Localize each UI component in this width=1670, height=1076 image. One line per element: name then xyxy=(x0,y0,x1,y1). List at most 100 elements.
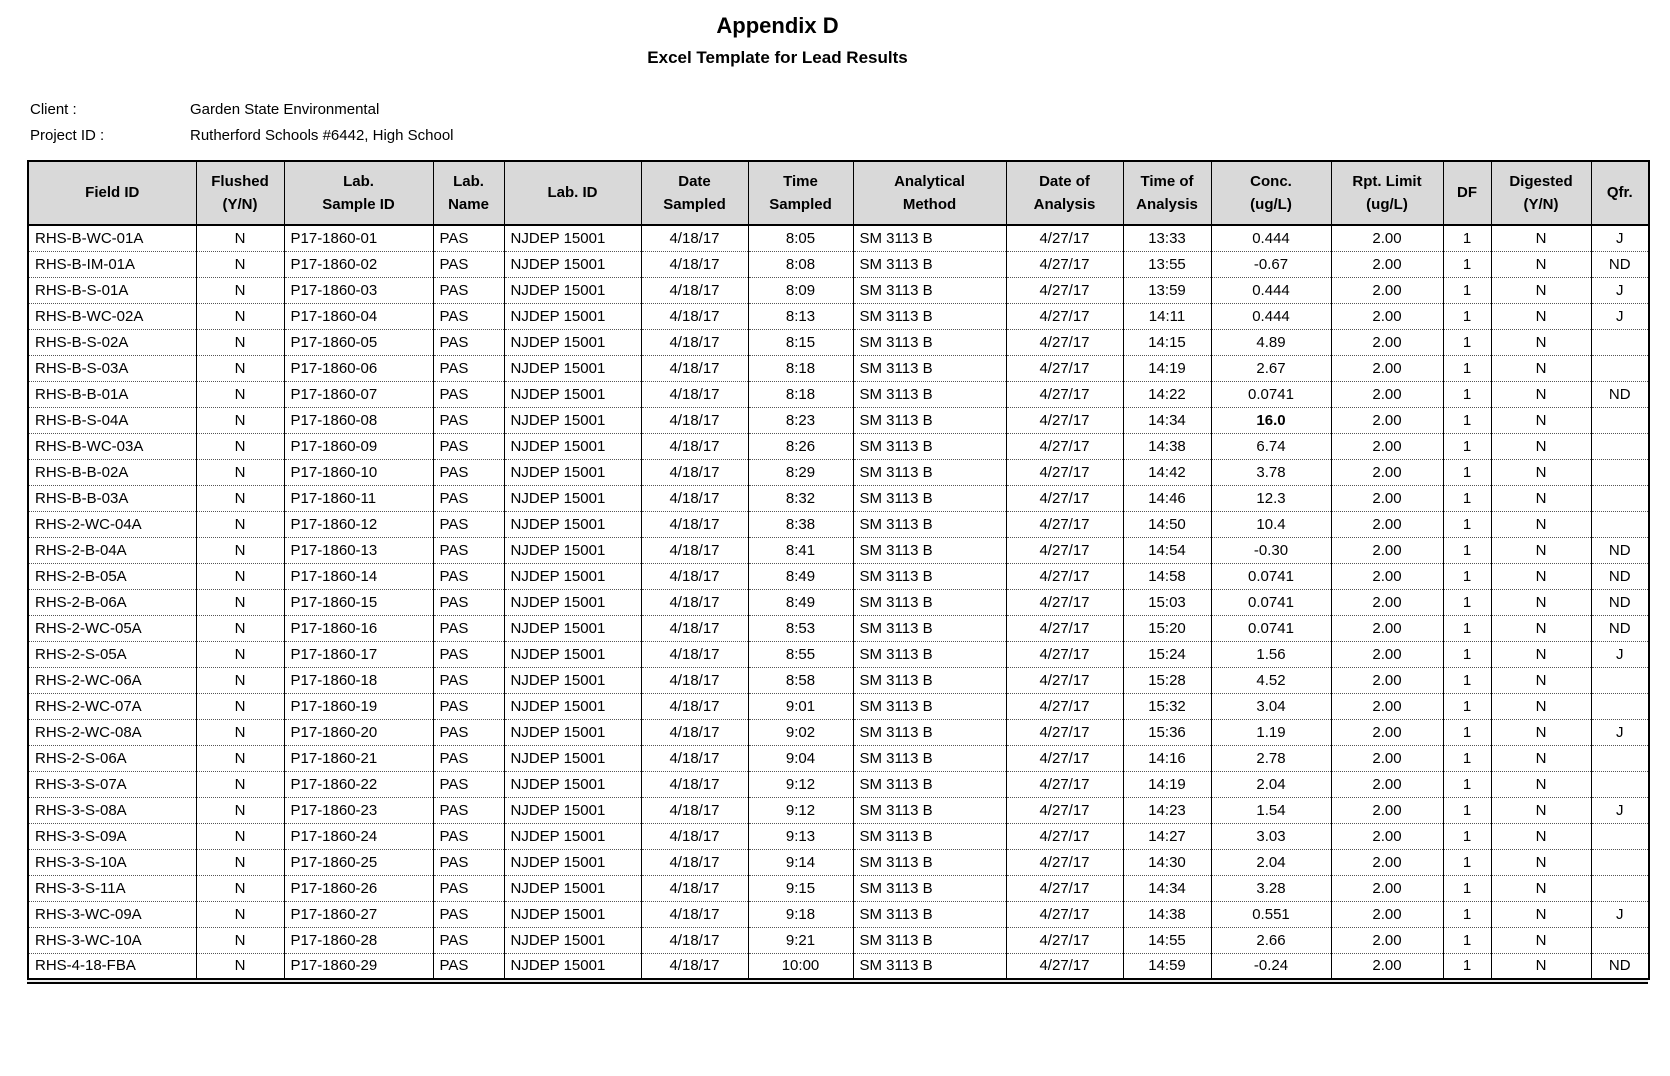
analytical-method-cell: SM 3113 B xyxy=(852,250,1007,277)
date-of-analysis-cell: 4/27/17 xyxy=(1005,380,1124,407)
rpt-limit-cell: 2.00 xyxy=(1330,458,1444,485)
digested-column-header: Digested (Y/N) xyxy=(1490,160,1592,226)
conc-cell: 2.04 xyxy=(1210,770,1332,797)
df-cell: 1 xyxy=(1442,536,1492,563)
rpt-limit-cell: 2.00 xyxy=(1330,640,1444,667)
flushed-cell: N xyxy=(195,484,285,511)
lab-sample-id-cell: P17-1860-17 xyxy=(283,640,434,667)
conc-cell: 2.66 xyxy=(1210,926,1332,953)
lab-name-cell: PAS xyxy=(432,328,505,355)
lab-id-cell: NJDEP 15001 xyxy=(503,822,642,849)
time-sampled-cell: 9:04 xyxy=(747,744,854,771)
date-sampled-cell: 4/18/17 xyxy=(640,250,749,277)
qfr-cell: ND xyxy=(1590,562,1650,589)
time-of-analysis-cell: 14:15 xyxy=(1122,328,1212,355)
rpt-limit-cell: 2.00 xyxy=(1330,926,1444,953)
lab-sample-id-cell: P17-1860-13 xyxy=(283,536,434,563)
lab-sample-id-cell: P17-1860-29 xyxy=(283,952,434,979)
analytical-method-cell: SM 3113 B xyxy=(852,458,1007,485)
conc-cell: 0.444 xyxy=(1210,302,1332,329)
date-of-analysis-cell: 4/27/17 xyxy=(1005,588,1124,615)
digested-cell: N xyxy=(1490,744,1592,771)
flushed-cell: N xyxy=(195,406,285,433)
field-id-cell: RHS-3-S-11A xyxy=(27,874,197,901)
lab-sample-id-cell: P17-1860-05 xyxy=(283,328,434,355)
qfr-cell xyxy=(1590,666,1650,693)
qfr-cell xyxy=(1590,458,1650,485)
digested-cell: N xyxy=(1490,302,1592,329)
date-of-analysis-cell: 4/27/17 xyxy=(1005,718,1124,745)
table-row: RHS-B-S-01A N P17-1860-03 PAS NJDEP 15001 4/1… xyxy=(27,276,1650,303)
df-cell: 1 xyxy=(1442,588,1492,615)
results-table-body: RHS-B-WC-01A N P17-1860-01 PAS NJDEP 15001 4/… xyxy=(27,225,1650,979)
analytical-method-cell: SM 3113 B xyxy=(852,822,1007,849)
qfr-cell: J xyxy=(1590,796,1650,823)
field-id-cell: RHS-2-WC-04A xyxy=(27,510,197,537)
df-cell: 1 xyxy=(1442,848,1492,875)
table-row: RHS-B-S-04A N P17-1860-08 PAS NJDEP 15001 4/1… xyxy=(27,406,1650,433)
lab-sample-id-cell: P17-1860-11 xyxy=(283,484,434,511)
df-cell: 1 xyxy=(1442,510,1492,537)
table-row: RHS-3-S-11A N P17-1860-26 PAS NJDEP 15001 4/1… xyxy=(27,874,1650,901)
time-sampled-cell: 8:05 xyxy=(747,225,854,251)
table-row: RHS-B-B-03A N P17-1860-11 PAS NJDEP 15001 4/1… xyxy=(27,484,1650,511)
table-row: RHS-4-18-FBA N P17-1860-29 PAS NJDEP 15001 4/… xyxy=(27,952,1650,979)
date-of-analysis-cell: 4/27/17 xyxy=(1005,952,1124,979)
lab-name-cell: PAS xyxy=(432,900,505,927)
digested-cell: N xyxy=(1490,484,1592,511)
field-id-cell: RHS-2-B-06A xyxy=(27,588,197,615)
qfr-cell xyxy=(1590,744,1650,771)
conc-cell: 3.28 xyxy=(1210,874,1332,901)
conc-cell: 1.56 xyxy=(1210,640,1332,667)
flushed-cell: N xyxy=(195,588,285,615)
time-sampled-cell: 8:15 xyxy=(747,328,854,355)
analytical-method-cell: SM 3113 B xyxy=(852,510,1007,537)
table-row: RHS-B-WC-01A N P17-1860-01 PAS NJDEP 15001 4/… xyxy=(27,225,1650,251)
lab-name-cell: PAS xyxy=(432,770,505,797)
conc-cell: -0.24 xyxy=(1210,952,1332,979)
field-id-cell: RHS-B-B-03A xyxy=(27,484,197,511)
analytical-method-cell: SM 3113 B xyxy=(852,588,1007,615)
time-sampled-cell: 9:15 xyxy=(747,874,854,901)
time-of-analysis-cell: 14:38 xyxy=(1122,432,1212,459)
title-block: Appendix D Excel Template for Lead Resul… xyxy=(0,0,1555,68)
time-of-analysis-cell: 14:19 xyxy=(1122,770,1212,797)
conc-cell: 0.0741 xyxy=(1210,380,1332,407)
flushed-cell: N xyxy=(195,328,285,355)
time-of-analysis-cell: 14:27 xyxy=(1122,822,1212,849)
table-row: RHS-B-S-02A N P17-1860-05 PAS NJDEP 15001 4/1… xyxy=(27,328,1650,355)
conc-cell: 0.0741 xyxy=(1210,614,1332,641)
analytical-method-cell: SM 3113 B xyxy=(852,484,1007,511)
date-sampled-cell: 4/18/17 xyxy=(640,874,749,901)
time-sampled-cell: 8:58 xyxy=(747,666,854,693)
digested-cell: N xyxy=(1490,225,1592,251)
time-sampled-cell: 8:53 xyxy=(747,614,854,641)
date-sampled-cell: 4/18/17 xyxy=(640,432,749,459)
date-of-analysis-cell: 4/27/17 xyxy=(1005,276,1124,303)
digested-cell: N xyxy=(1490,276,1592,303)
conc-cell: 4.89 xyxy=(1210,328,1332,355)
lab-name-cell: PAS xyxy=(432,354,505,381)
table-row: RHS-2-S-05A N P17-1860-17 PAS NJDEP 15001 4/1… xyxy=(27,640,1650,667)
table-row: RHS-3-S-07A N P17-1860-22 PAS NJDEP 15001 4/1… xyxy=(27,770,1650,797)
date-sampled-cell: 4/18/17 xyxy=(640,328,749,355)
lab-sample-id-cell: P17-1860-18 xyxy=(283,666,434,693)
date-sampled-cell: 4/18/17 xyxy=(640,640,749,667)
table-row: RHS-3-S-09A N P17-1860-24 PAS NJDEP 15001 4/1… xyxy=(27,822,1650,849)
table-row: RHS-2-S-06A N P17-1860-21 PAS NJDEP 15001 4/1… xyxy=(27,744,1650,771)
time-of-analysis-cell: 13:59 xyxy=(1122,276,1212,303)
digested-cell: N xyxy=(1490,406,1592,433)
lab-sample-id-cell: P17-1860-09 xyxy=(283,432,434,459)
date-sampled-cell: 4/18/17 xyxy=(640,484,749,511)
lab-sample-id-cell: P17-1860-12 xyxy=(283,510,434,537)
df-cell: 1 xyxy=(1442,302,1492,329)
rpt-limit-cell: 2.00 xyxy=(1330,562,1444,589)
time-of-analysis-cell: 14:34 xyxy=(1122,406,1212,433)
lab-id-cell: NJDEP 15001 xyxy=(503,562,642,589)
df-column-header: DF xyxy=(1442,160,1492,226)
table-row: RHS-B-S-03A N P17-1860-06 PAS NJDEP 15001 4/1… xyxy=(27,354,1650,381)
date-sampled-cell: 4/18/17 xyxy=(640,796,749,823)
time-sampled-cell: 10:00 xyxy=(747,952,854,979)
date-of-analysis-cell: 4/27/17 xyxy=(1005,692,1124,719)
rpt-limit-cell: 2.00 xyxy=(1330,536,1444,563)
